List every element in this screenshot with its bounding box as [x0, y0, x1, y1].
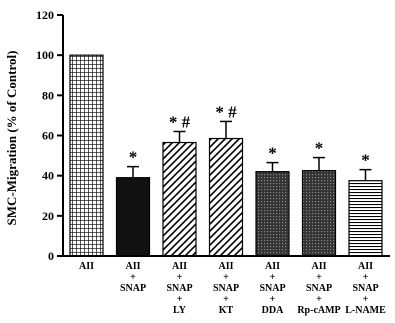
y-tick-label: 120	[36, 8, 54, 22]
category-label-line: +	[130, 272, 136, 283]
category-label-line: SNAP	[352, 283, 378, 294]
y-tick-label: 100	[36, 48, 54, 62]
category-label-line: AII	[79, 261, 94, 272]
category-label: AII	[79, 261, 94, 272]
significance-marker: *	[268, 144, 277, 163]
y-axis: 0 20 40 60 80 100 120	[36, 8, 64, 263]
category-label: AII+SNAP+KT	[213, 261, 239, 316]
category-label: AII+SNAP+L-NAME	[345, 261, 386, 316]
category-label-line: SNAP	[120, 283, 146, 294]
category-label-line: SNAP	[306, 283, 332, 294]
bar	[255, 171, 290, 257]
y-tick-label: 60	[42, 129, 54, 143]
category-label-line: +	[177, 294, 183, 305]
y-tick-label: 20	[42, 209, 54, 223]
category-label-line: +	[223, 272, 229, 283]
bar	[162, 141, 197, 257]
significance-marker: *	[129, 148, 138, 167]
significance-marker: *	[361, 151, 370, 170]
y-axis-label: SMC-Migration (% of Control)	[4, 51, 19, 226]
category-label-line: +	[316, 294, 322, 305]
category-label-line: +	[177, 272, 183, 283]
y-tick-label: 40	[42, 169, 54, 183]
x-axis-labels: AII AII+SNAPAII+SNAP+LYAII+SNAP+KTAII+SNA…	[79, 261, 386, 316]
category-label-line: AII	[125, 261, 140, 272]
category-label-line: AII	[218, 261, 233, 272]
category-label: AII+SNAP+LY	[166, 261, 192, 316]
category-label-line: +	[223, 294, 229, 305]
category-label-line: LY	[173, 305, 187, 316]
category-label-line: AII	[265, 261, 280, 272]
bar	[69, 54, 104, 257]
category-label-line: AII	[172, 261, 187, 272]
significance-marker: *	[315, 139, 324, 158]
category-label-line: AII	[311, 261, 326, 272]
bar	[301, 170, 337, 257]
y-tick-label: 0	[48, 249, 54, 263]
category-label: AII+SNAP	[120, 261, 146, 294]
category-label-line: DDA	[262, 305, 284, 316]
significance-marker: * #	[215, 102, 237, 121]
category-label-line: SNAP	[213, 283, 239, 294]
category-label-line: Rp-cAMP	[297, 305, 340, 316]
category-label-line: AII	[358, 261, 373, 272]
bar	[208, 137, 244, 257]
category-label-line: L-NAME	[345, 305, 386, 316]
bar	[115, 177, 151, 257]
category-label: AII+SNAP+Rp-cAMP	[297, 261, 340, 316]
category-label-line: +	[270, 294, 276, 305]
category-label-line: +	[363, 272, 369, 283]
bars: * * # * # * * *	[63, 54, 390, 257]
category-label-line: +	[270, 272, 276, 283]
category-label-line: +	[363, 294, 369, 305]
bar	[348, 180, 383, 257]
category-label-line: SNAP	[166, 283, 192, 294]
significance-marker: * #	[169, 112, 191, 131]
y-tick-label: 80	[42, 88, 54, 102]
category-label-line: KT	[219, 305, 234, 316]
category-label-line: SNAP	[259, 283, 285, 294]
category-label: AII+SNAP+DDA	[259, 261, 285, 316]
category-label-line: +	[316, 272, 322, 283]
